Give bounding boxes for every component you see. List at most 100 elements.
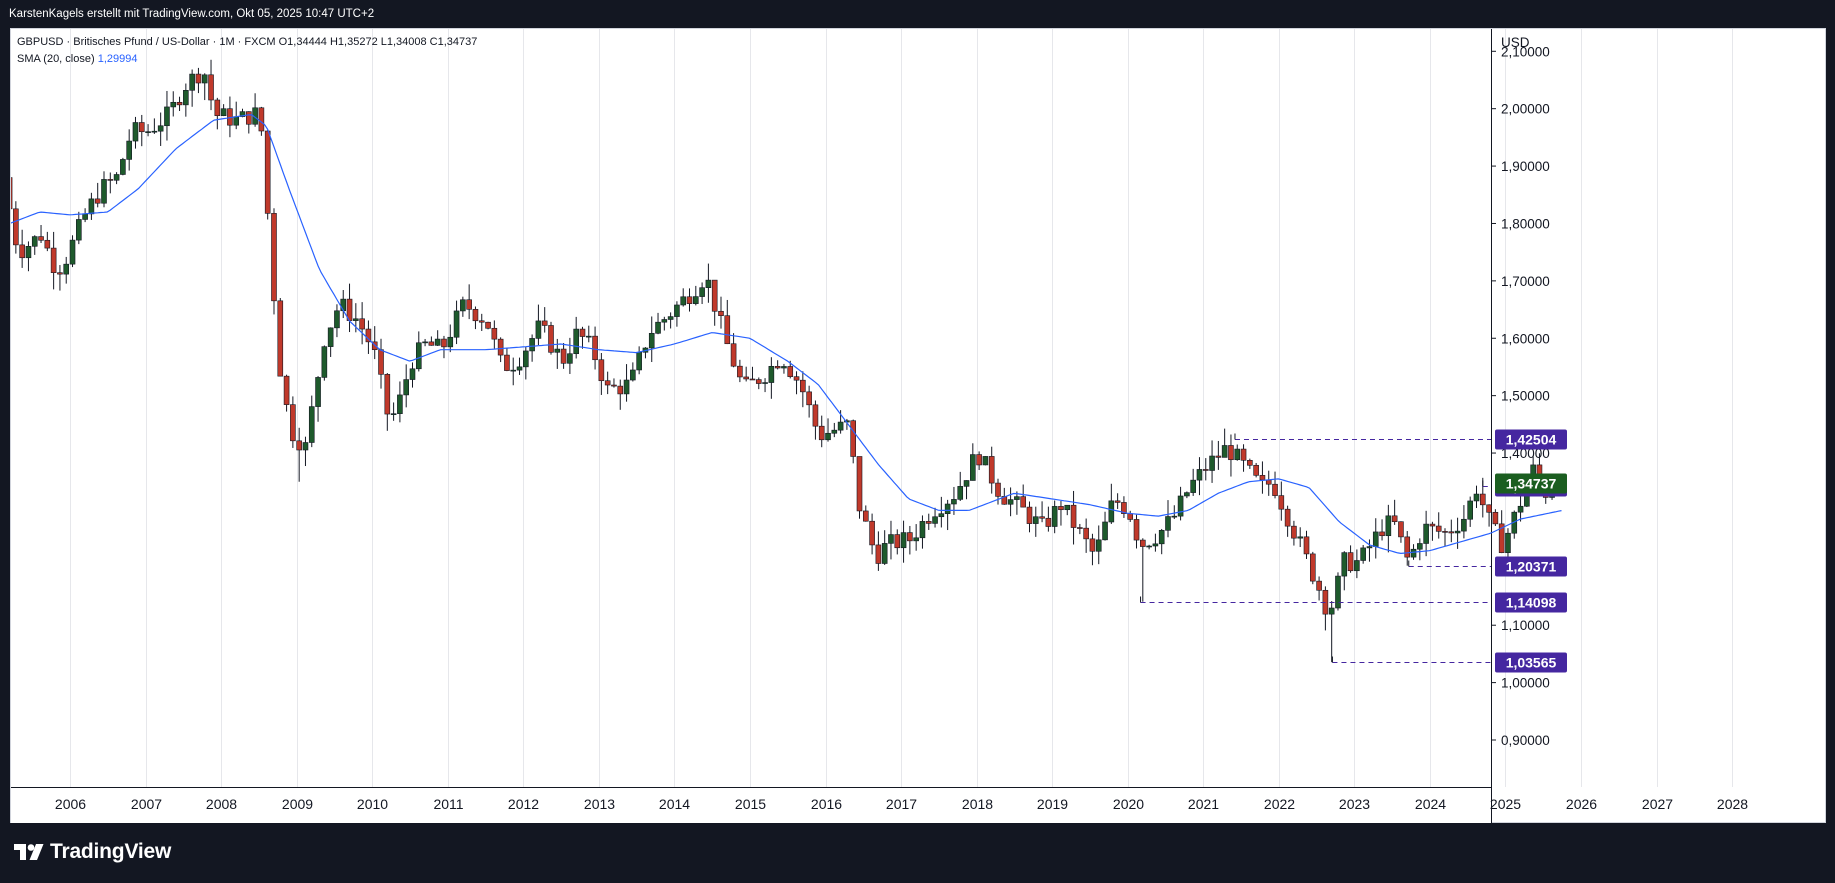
x-tick-label: 2026 — [1566, 796, 1597, 812]
candle — [1309, 551, 1316, 585]
candle-body — [1448, 531, 1455, 534]
candle — [541, 307, 548, 333]
candle-body — [466, 299, 472, 310]
candle-body — [359, 318, 365, 330]
candle — [290, 396, 296, 448]
candle-body — [189, 73, 195, 91]
candle-body — [1291, 525, 1297, 539]
candle-body — [674, 304, 680, 317]
candle-body — [913, 537, 919, 542]
candle-body — [1297, 536, 1304, 539]
candle — [567, 337, 573, 374]
candle-body — [296, 440, 302, 451]
candle — [711, 279, 718, 326]
candle-body — [1391, 515, 1398, 523]
candle — [970, 443, 976, 481]
candle-body — [1473, 493, 1480, 502]
candle-body — [1454, 530, 1461, 534]
candle — [308, 395, 315, 448]
candle — [1517, 495, 1524, 522]
candle-body — [1121, 502, 1127, 514]
candle — [743, 366, 749, 382]
candle-body — [1410, 548, 1417, 558]
candle-body — [894, 534, 901, 549]
candle-body — [120, 159, 126, 175]
candle-body — [1423, 523, 1429, 544]
sma-legend: SMA (20, close) 1,29994 — [17, 51, 477, 68]
candle-body — [1240, 448, 1247, 461]
candle-body — [246, 111, 252, 125]
candle — [107, 172, 114, 194]
candle-body — [1127, 513, 1134, 520]
candle — [988, 446, 995, 494]
candle — [460, 296, 466, 317]
candle-body — [132, 122, 139, 142]
candle-body — [1461, 518, 1467, 532]
candle-body — [1070, 504, 1077, 528]
candle — [44, 231, 51, 252]
candle-body — [176, 101, 183, 106]
candle — [271, 208, 277, 315]
candle-body — [1215, 455, 1222, 458]
candle — [812, 400, 819, 440]
candle-body — [1133, 519, 1140, 541]
candle-body — [69, 239, 76, 265]
x-tick-label: 2020 — [1113, 796, 1144, 812]
candle-body — [1026, 506, 1033, 524]
candle-body — [1114, 500, 1121, 503]
price-chart[interactable]: 2006 2007 2008 2009 2010 2011 2012 2013 2014 2015… — [11, 29, 1827, 824]
candle — [1454, 517, 1461, 549]
candle-body — [1152, 543, 1159, 547]
candle-body — [680, 296, 687, 306]
candle — [359, 302, 365, 345]
y-tick-label: 1,60000 — [1501, 331, 1550, 346]
candle — [944, 499, 951, 531]
candle — [19, 229, 25, 268]
candle-body — [774, 365, 781, 369]
candle — [1039, 501, 1045, 523]
tradingview-logo[interactable]: TradingView — [14, 840, 171, 864]
candle — [573, 316, 579, 359]
candle — [1442, 528, 1448, 547]
candle-body — [1347, 552, 1354, 572]
candle-body — [516, 366, 523, 371]
candle — [1423, 510, 1429, 557]
candle-body — [1341, 552, 1348, 577]
candle — [1095, 525, 1102, 565]
candle — [145, 124, 151, 137]
candle-body — [617, 385, 624, 395]
y-tick-label: 1,00000 — [1501, 676, 1550, 691]
candle — [806, 385, 812, 418]
candle — [1202, 458, 1209, 481]
candle-body — [888, 534, 894, 544]
candle — [1448, 519, 1455, 543]
candle — [617, 379, 624, 410]
candle — [1070, 490, 1077, 545]
candle-body — [138, 122, 145, 133]
candle — [296, 427, 302, 482]
candle — [881, 530, 888, 565]
candle — [1360, 545, 1366, 564]
candle-body — [957, 486, 964, 500]
candle-body — [862, 510, 869, 522]
candle — [390, 402, 397, 421]
candle-body — [831, 429, 838, 434]
candle-body — [881, 543, 888, 564]
candle-body — [718, 310, 724, 316]
candle-body — [334, 310, 340, 329]
x-tick-label: 2008 — [206, 796, 237, 812]
x-tick-label: 2022 — [1264, 796, 1295, 812]
candle-body — [1505, 532, 1511, 553]
candle — [510, 357, 517, 386]
candle-body — [737, 365, 743, 378]
candle — [1297, 527, 1304, 548]
candle — [365, 320, 372, 354]
candle — [1152, 533, 1159, 552]
candle — [1209, 440, 1215, 483]
candle — [485, 321, 491, 330]
candle — [447, 324, 454, 353]
chart-panel[interactable]: 2006 2007 2008 2009 2010 2011 2012 2013 2014 2015… — [10, 28, 1827, 824]
candle-body — [1379, 531, 1385, 537]
candle — [862, 505, 869, 522]
candle-body — [554, 348, 561, 353]
